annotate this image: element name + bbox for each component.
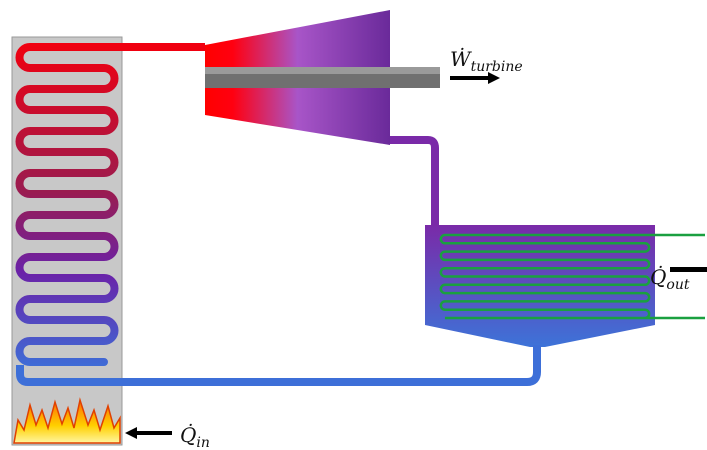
boiler-coil <box>15 43 124 366</box>
heat-in-arrow-head <box>125 427 137 439</box>
boiler <box>11 36 123 446</box>
heat-out-bar <box>670 267 707 272</box>
condenser-coil <box>439 233 705 320</box>
heat-in-label: Q̇in <box>180 423 210 450</box>
shaft-highlight <box>205 67 440 74</box>
pipe-return <box>16 345 541 386</box>
pipe-exhaust <box>390 136 439 228</box>
flames <box>13 397 121 444</box>
work-arrow-head <box>488 72 500 84</box>
heat-out-label: Q̇out <box>650 265 690 293</box>
turbine-work-label: Ẇturbine <box>450 47 523 75</box>
